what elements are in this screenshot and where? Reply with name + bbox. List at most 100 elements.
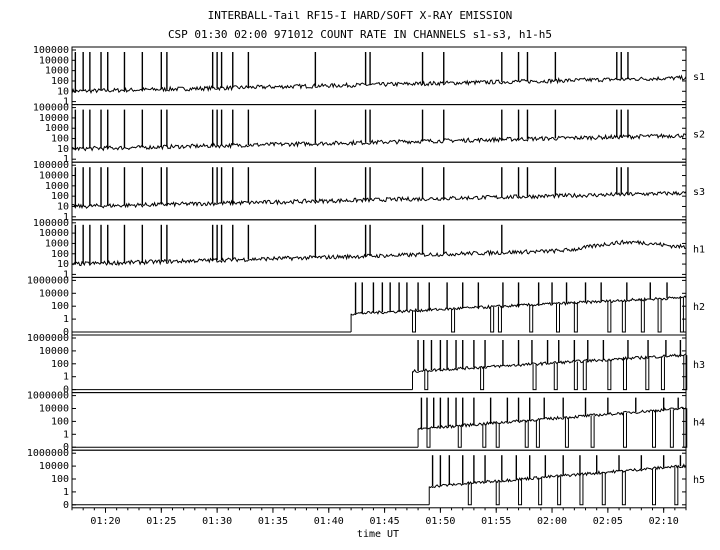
y-tick-label: 1 xyxy=(63,314,69,325)
dropout xyxy=(573,302,578,333)
series-line xyxy=(412,353,687,373)
y-tick-label: 100 xyxy=(51,76,69,87)
dropout xyxy=(451,308,456,333)
dropout xyxy=(467,483,472,506)
y-tick-label: 1000000 xyxy=(27,275,69,286)
dropout xyxy=(579,474,584,506)
y-tick-label: 0 xyxy=(63,442,69,453)
x-tick-label: 01:20 xyxy=(90,516,120,527)
dropout xyxy=(652,468,657,506)
y-tick-label: 1 xyxy=(63,487,69,498)
dropout xyxy=(601,472,606,506)
series-line xyxy=(71,239,687,267)
y-tick-label: 10000 xyxy=(39,461,69,472)
y-tick-label: 10000 xyxy=(39,404,69,415)
y-tick-label: 100 xyxy=(51,416,69,427)
y-tick-label: 10 xyxy=(57,144,69,155)
y-tick-label: 1 xyxy=(63,212,69,223)
dropout xyxy=(674,466,679,506)
dropout xyxy=(607,359,612,391)
x-tick-label: 02:10 xyxy=(649,516,679,527)
dropout xyxy=(411,310,416,333)
dropout xyxy=(622,412,627,448)
y-tick-label: 100 xyxy=(51,474,69,485)
series-line xyxy=(71,74,687,94)
panel-frame xyxy=(71,449,687,509)
y-tick-label: 100000 xyxy=(33,160,69,171)
series-line xyxy=(71,190,687,210)
y-tick-label: 10000 xyxy=(39,55,69,66)
dropout xyxy=(683,355,688,391)
channel-label-s3: s3 xyxy=(693,187,705,198)
dropout xyxy=(573,361,578,391)
y-tick-label: 10000 xyxy=(39,228,69,239)
dropout xyxy=(621,470,626,506)
y-tick-label: 100 xyxy=(51,359,69,370)
y-tick-label: 10000 xyxy=(39,171,69,182)
dropout xyxy=(532,364,537,391)
channel-label-h4: h4 xyxy=(693,417,705,428)
panels-group: 100000100001000100101s110000010000100010… xyxy=(27,45,705,511)
x-tick-label: 01:45 xyxy=(370,516,400,527)
x-tick-label: 01:40 xyxy=(314,516,344,527)
y-tick-label: 1000000 xyxy=(27,448,69,459)
series-line xyxy=(71,132,687,152)
channel-label-h5: h5 xyxy=(693,475,705,486)
chart-subtitle: CSP 01:30 02:00 971012 COUNT RATE IN CHA… xyxy=(167,28,553,41)
y-tick-label: 0 xyxy=(63,385,69,396)
y-tick-label: 1 xyxy=(63,154,69,165)
y-tick-label: 10000 xyxy=(39,113,69,124)
dropout xyxy=(652,410,657,448)
dropout xyxy=(538,477,543,506)
y-tick-label: 1000 xyxy=(45,181,69,192)
y-tick-label: 1 xyxy=(63,429,69,440)
dropout xyxy=(524,420,529,448)
dropout xyxy=(497,306,502,333)
y-tick-label: 1000 xyxy=(45,238,69,249)
dropout xyxy=(607,301,612,333)
dropout xyxy=(424,370,429,391)
dropout xyxy=(480,367,485,391)
panel-h2: 1000000 10000 100 1 0 h2 xyxy=(27,275,705,338)
y-tick-label: 10 xyxy=(57,259,69,270)
channel-label-h3: h3 xyxy=(693,360,705,371)
dropout xyxy=(621,300,626,333)
dropout xyxy=(482,423,487,448)
channel-label-s1: s1 xyxy=(693,72,705,83)
series-line xyxy=(428,463,687,489)
y-tick-label: 1 xyxy=(63,97,69,108)
panel-frame xyxy=(71,104,687,163)
y-tick-label: 1000 xyxy=(45,123,69,134)
y-tick-label: 100000 xyxy=(33,218,69,229)
channel-label-h2: h2 xyxy=(693,302,705,313)
y-tick-label: 1 xyxy=(63,269,69,280)
dropout xyxy=(529,305,534,333)
dropout xyxy=(518,479,523,506)
y-tick-label: 10 xyxy=(57,201,69,212)
y-tick-label: 10000 xyxy=(39,288,69,299)
y-tick-label: 10 xyxy=(57,86,69,97)
dropout xyxy=(535,419,540,448)
panel-h5: 1000000 10000 100 1 0 h5 xyxy=(27,448,705,511)
chart-title: INTERBALL-Tail RF15-I HARD/SOFT X-RAY EM… xyxy=(207,9,513,22)
dropout xyxy=(640,299,645,333)
dropout xyxy=(457,425,462,448)
dropout xyxy=(660,356,665,391)
y-tick-label: 100000 xyxy=(33,45,69,56)
y-tick-label: 0 xyxy=(63,500,69,511)
panel-frame xyxy=(71,276,687,336)
x-tick-label: 02:05 xyxy=(593,516,623,527)
dropout xyxy=(564,417,569,448)
panel-h3: 1000000 10000 100 1 0 h3 xyxy=(27,333,705,396)
dropout xyxy=(490,306,495,333)
dropout xyxy=(669,409,674,448)
x-tick-label: 01:35 xyxy=(258,516,288,527)
dropout xyxy=(622,358,627,391)
y-tick-label: 100 xyxy=(51,301,69,312)
dropout xyxy=(645,357,650,391)
y-tick-label: 100000 xyxy=(33,103,69,114)
x-tick-label: 01:50 xyxy=(425,516,455,527)
dropout xyxy=(582,361,587,391)
